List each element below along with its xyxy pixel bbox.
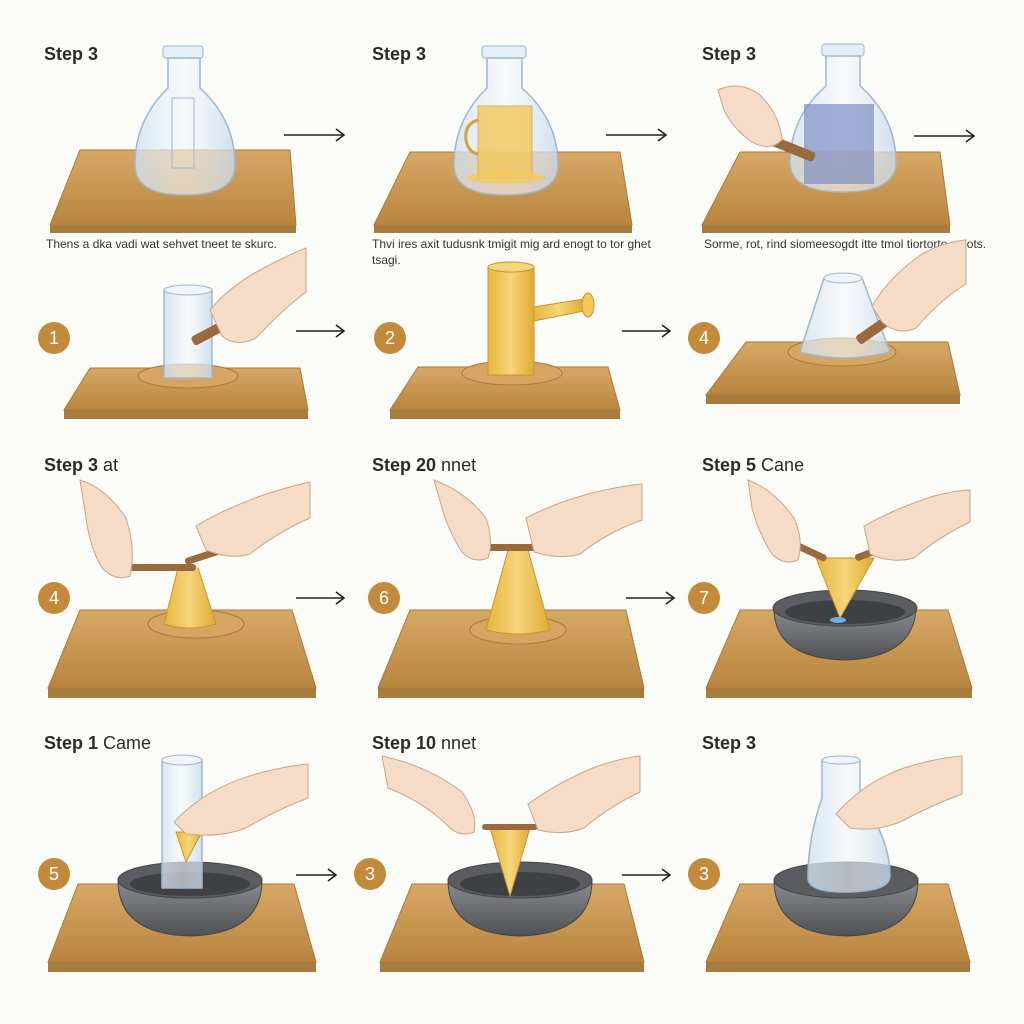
hand-holding-flask-over-bowl-illustration xyxy=(705,755,971,972)
step-label: Step 3 at xyxy=(44,455,119,475)
step-number-badge: 4 xyxy=(38,582,70,614)
flask-on-board-illustration xyxy=(49,45,297,233)
arrow-right-icon xyxy=(284,128,346,142)
hand-with-tube-in-bowl-illustration xyxy=(47,754,317,972)
arrow-right-icon xyxy=(296,868,338,882)
step-number-badge: 3 xyxy=(354,858,386,890)
step-label: Step 3 xyxy=(372,44,427,64)
arrow-right-icon xyxy=(622,868,672,882)
step-number-badge: 3 xyxy=(688,858,720,890)
step-label: Step 5 Cane xyxy=(702,455,805,475)
step-number-badge: 6 xyxy=(368,582,400,614)
step-label: Step 3 xyxy=(44,44,99,64)
arrow-right-icon xyxy=(296,324,346,338)
arrow-right-icon xyxy=(622,324,672,338)
step-number-badge: 7 xyxy=(688,582,720,614)
arrow-right-icon xyxy=(626,591,676,605)
step-caption: Thvi ires axit tudusnk tmigit mig ard en… xyxy=(372,237,651,267)
step-caption: Thens a dka vadi wat sehvet tneet te sku… xyxy=(46,237,277,251)
hands-dropping-cone-into-bowl-illustration xyxy=(379,755,645,972)
arrow-right-icon xyxy=(606,128,668,142)
step-label: Step 20 nnet xyxy=(372,455,477,475)
hands-on-gold-cone-illustration xyxy=(47,479,317,698)
flask-with-gold-cup-illustration xyxy=(373,45,633,233)
gold-mold-with-handle-illustration xyxy=(389,261,621,419)
step-label-suffix: nnet xyxy=(441,733,477,753)
step-number-badge: 5 xyxy=(38,858,70,890)
step-label: Step 1 Came xyxy=(44,733,152,753)
step-label-suffix: Came xyxy=(103,733,152,753)
step-label: Step 3 xyxy=(702,733,757,753)
hands-on-tall-gold-cone-illustration xyxy=(377,479,645,698)
step-number-badge: 4 xyxy=(688,322,720,354)
hand-with-glass-cylinder-illustration xyxy=(63,247,309,419)
step-label-suffix: nnet xyxy=(441,455,477,475)
step-caption: Sorme, rot, rind siomeesogdt itte tmol t… xyxy=(704,237,987,251)
step-number-badge: 1 xyxy=(38,322,70,354)
step-label: Step 10 nnet xyxy=(372,733,477,753)
hand-with-glass-funnel-illustration xyxy=(704,239,967,404)
step-label-suffix: Cane xyxy=(761,455,805,475)
hands-pouring-gold-into-bowl-illustration xyxy=(705,479,973,698)
step-number-badge: 2 xyxy=(374,322,406,354)
hand-holding-flask-illustration xyxy=(701,43,976,233)
step-label-suffix: at xyxy=(103,455,119,475)
step-label: Step 3 xyxy=(702,44,757,64)
arrow-right-icon xyxy=(296,591,346,605)
